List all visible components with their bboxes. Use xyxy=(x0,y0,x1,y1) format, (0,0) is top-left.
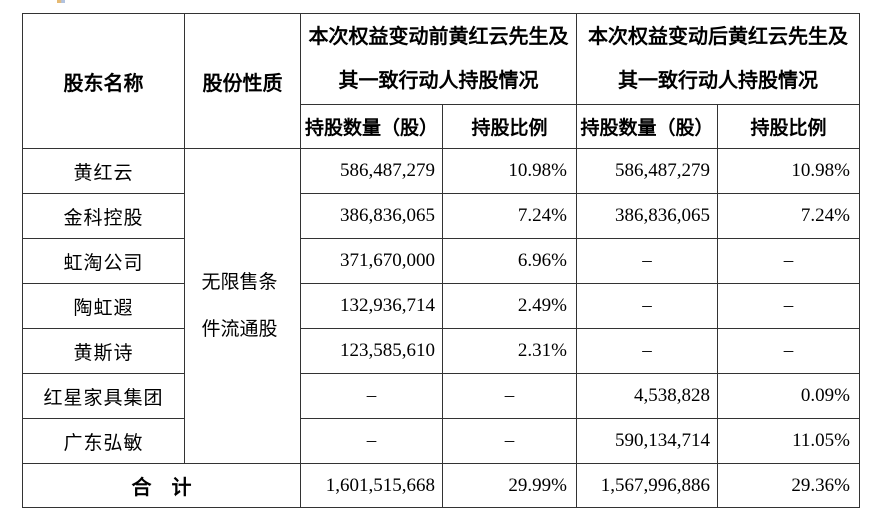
after-pct-cell: – xyxy=(717,283,860,329)
table-row: 金科控股 386,836,065 7.24% 386,836,065 7.24% xyxy=(22,193,860,239)
table-row: 红星家具集团 – – 4,538,828 0.09% xyxy=(22,373,860,419)
shareholder-name: 红星家具集团 xyxy=(22,373,185,419)
before-pct-cell: 7.24% xyxy=(442,193,577,239)
after-qty-cell: 386,836,065 xyxy=(576,193,718,239)
col-header-after-qty: 持股数量（股） xyxy=(576,104,718,149)
before-qty-cell: – xyxy=(300,373,443,419)
table-row: 虹淘公司 371,670,000 6.96% – – xyxy=(22,238,860,284)
after-pct-cell: – xyxy=(717,328,860,374)
after-pct-cell: 10.98% xyxy=(717,148,860,194)
total-label: 合 计 xyxy=(22,463,301,508)
shareholder-name: 黄斯诗 xyxy=(22,328,185,374)
header-row-subcolumns: 持股数量（股） 持股比例 持股数量（股） 持股比例 xyxy=(23,104,860,149)
shareholder-name: 黄红云 xyxy=(22,148,185,194)
before-pct-cell: 2.49% xyxy=(442,283,577,329)
after-qty-cell: – xyxy=(576,238,718,284)
col-group-before-change: 本次权益变动前黄红云先生及 其一致行动人持股情况 xyxy=(300,13,577,105)
before-qty-cell: 132,936,714 xyxy=(300,283,443,329)
after-pct-cell: – xyxy=(717,238,860,284)
after-qty-cell: – xyxy=(576,328,718,374)
table-row: 陶虹遐 132,936,714 2.49% – – xyxy=(22,283,860,329)
before-qty-cell: 371,670,000 xyxy=(300,238,443,284)
before-pct-cell: 2.31% xyxy=(442,328,577,374)
table-row: 黄红云 无限售条件流通股 586,487,279 10.98% 586,487,… xyxy=(22,148,860,464)
after-pct-cell: 7.24% xyxy=(717,193,860,239)
before-qty-cell: 386,836,065 xyxy=(300,193,443,239)
group-before-line2: 其一致行动人持股情况 xyxy=(338,70,539,92)
total-after-pct: 29.36% xyxy=(717,463,860,508)
share-nature-value: 无限售条件流通股 xyxy=(201,272,278,340)
total-row: 合 计 1,601,515,668 29.99% 1,567,996,886 2… xyxy=(22,463,860,508)
col-header-after-pct: 持股比例 xyxy=(717,104,860,149)
after-pct-cell: 11.05% xyxy=(717,418,860,464)
after-qty-cell: 4,538,828 xyxy=(576,373,718,419)
before-pct-cell: 6.96% xyxy=(442,238,577,284)
table-row: 黄斯诗 123,585,610 2.31% – – xyxy=(22,328,860,374)
before-pct-cell: – xyxy=(442,418,577,464)
before-qty-cell: 123,585,610 xyxy=(300,328,443,374)
shareholder-name: 陶虹遐 xyxy=(22,283,185,329)
shareholding-table: 股东名称 股份性质 本次权益变动前黄红云先生及 其一致行动人持股情况 本次权益变… xyxy=(22,13,860,508)
header-row-groups: 股东名称 股份性质 本次权益变动前黄红云先生及 其一致行动人持股情况 本次权益变… xyxy=(22,13,860,149)
col-header-before-qty: 持股数量（股） xyxy=(300,104,443,149)
cropped-text-artifact xyxy=(57,0,65,3)
group-before-line1: 本次权益变动前黄红云先生及 xyxy=(308,26,569,48)
col-group-after-change: 本次权益变动后黄红云先生及 其一致行动人持股情况 xyxy=(576,13,860,105)
after-qty-cell: 590,134,714 xyxy=(576,418,718,464)
table-row: 广东弘敏 – – 590,134,714 11.05% xyxy=(22,418,860,464)
col-header-share-nature: 股份性质 xyxy=(184,13,301,149)
before-pct-cell: 10.98% xyxy=(442,148,577,194)
before-qty-cell: – xyxy=(300,418,443,464)
col-header-shareholder: 股东名称 xyxy=(22,13,185,149)
before-qty-cell: 586,487,279 xyxy=(300,148,443,194)
after-pct-cell: 0.09% xyxy=(717,373,860,419)
group-after-line1: 本次权益变动后黄红云先生及 xyxy=(588,26,848,48)
total-before-qty: 1,601,515,668 xyxy=(300,463,443,508)
total-before-pct: 29.99% xyxy=(442,463,577,508)
after-qty-cell: – xyxy=(576,283,718,329)
shareholder-name: 金科控股 xyxy=(22,193,185,239)
after-qty-cell: 586,487,279 xyxy=(576,148,718,194)
group-after-line2: 其一致行动人持股情况 xyxy=(618,70,818,92)
share-nature-merged-cell: 无限售条件流通股 xyxy=(184,148,301,464)
total-after-qty: 1,567,996,886 xyxy=(576,463,718,508)
before-pct-cell: – xyxy=(442,373,577,419)
shareholder-name: 广东弘敏 xyxy=(22,418,185,464)
col-header-before-pct: 持股比例 xyxy=(442,104,577,149)
shareholder-name: 虹淘公司 xyxy=(22,238,185,284)
